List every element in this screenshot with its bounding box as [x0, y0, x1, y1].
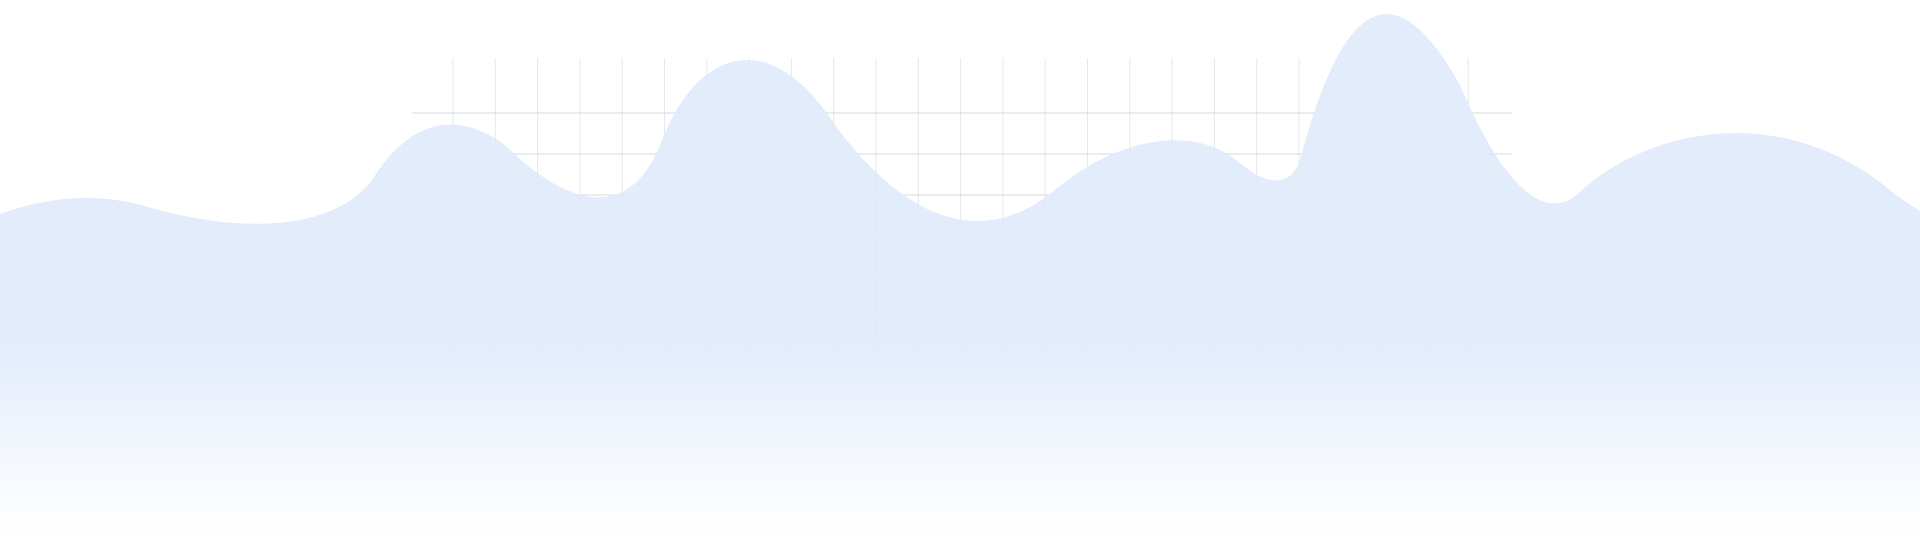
decorative-wave-area — [0, 14, 1920, 536]
